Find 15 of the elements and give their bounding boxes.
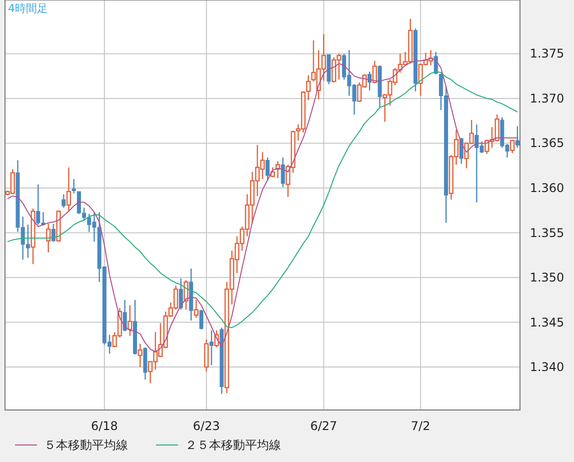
x-tick-label: 7/2 (410, 419, 430, 433)
y-tick-label: 1.345 (530, 315, 564, 330)
legend-label: ５本移動平均線 (44, 438, 128, 452)
x-tick-label: 6/18 (90, 419, 118, 433)
y-tick-label: 1.375 (530, 46, 564, 61)
x-tick-label: 6/23 (192, 419, 220, 433)
y-tick-label: 1.370 (530, 91, 564, 106)
y-tick-label: 1.355 (530, 226, 564, 240)
y-tick-label: 1.360 (530, 180, 564, 195)
legend-label: ２５本移動平均線 (185, 438, 281, 452)
y-tick-label: 1.365 (530, 136, 564, 150)
x-tick-label: 6/27 (310, 419, 338, 433)
chart-title: 4時間足 (8, 2, 48, 15)
y-tick-label: 1.340 (530, 360, 564, 374)
y-tick-label: 1.350 (530, 270, 564, 285)
